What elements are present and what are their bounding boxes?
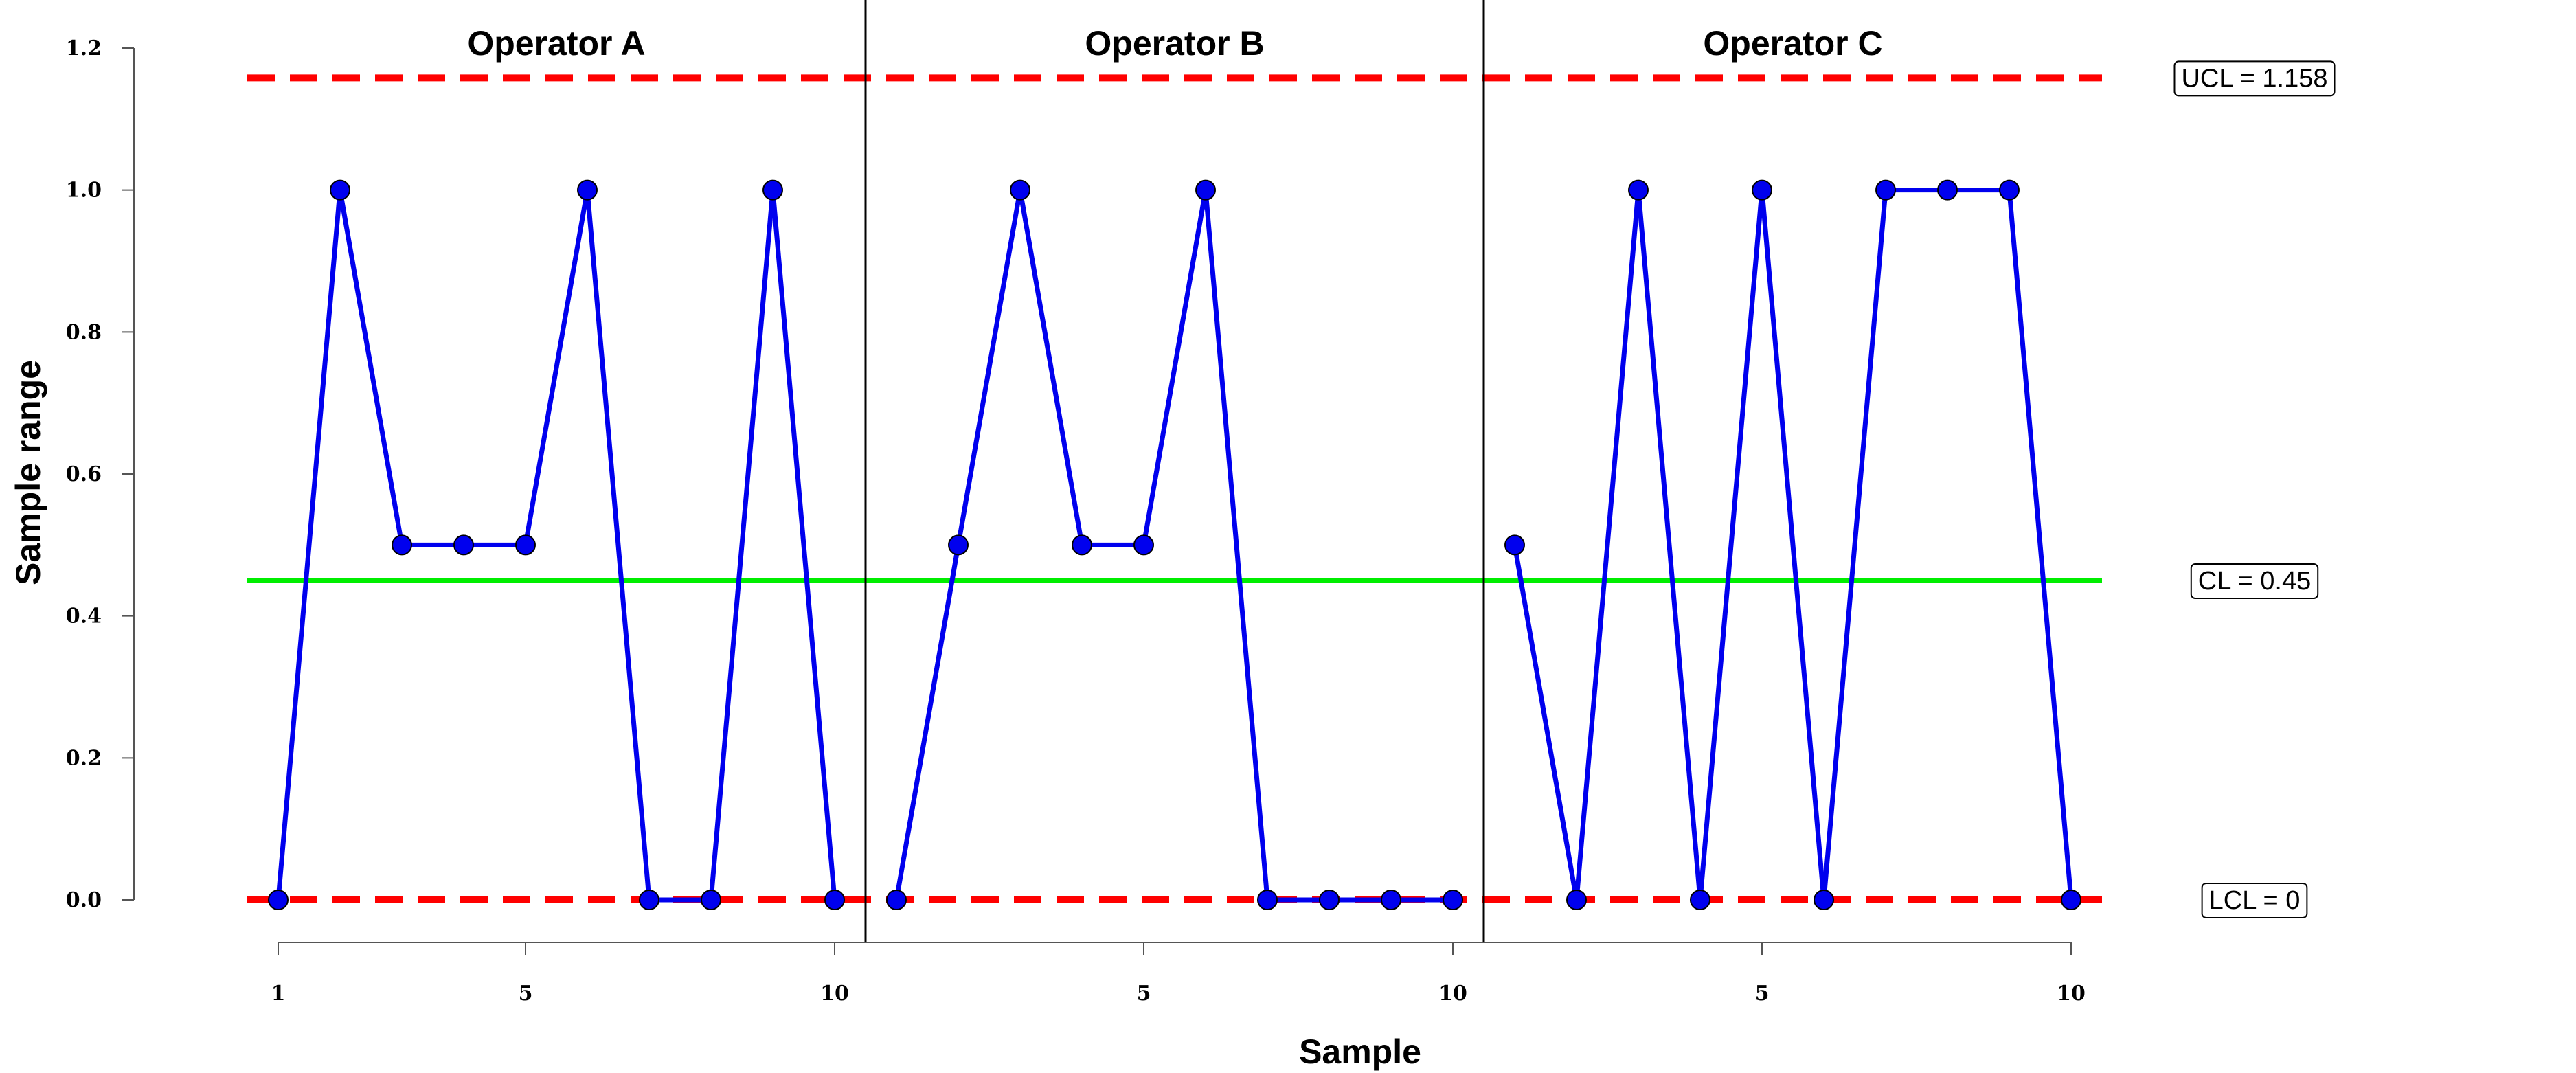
data-point [577, 179, 598, 201]
series-line [1512, 188, 2074, 903]
data-point [515, 534, 536, 556]
data-point [1752, 179, 1772, 201]
data-point [1072, 534, 1092, 556]
ucl-label-group: UCL = 1.158 [2173, 60, 2336, 97]
data-point [1937, 179, 1958, 201]
ucl-label-box [2173, 60, 2336, 97]
limit-lines-layer [247, 74, 2102, 903]
x-tick-label: 5 [519, 982, 533, 1006]
cl-label-group: CL = 0.45 [2190, 563, 2319, 599]
x-axis-title: Sample [1299, 1032, 1421, 1071]
panel-title: Operator A [467, 24, 645, 63]
data-point [948, 534, 969, 556]
data-point [1133, 534, 1154, 556]
cl-label: CL = 0.45 [2198, 567, 2311, 596]
x-tick-label: 10 [820, 982, 849, 1006]
data-point [762, 179, 783, 201]
y-tick-label: 1.0 [66, 179, 102, 203]
data-point [268, 890, 289, 910]
panel-title: Operator C [1703, 24, 1882, 63]
data-point [824, 890, 845, 910]
lcl-label: LCL = 0 [2209, 886, 2301, 915]
data-point [701, 890, 721, 910]
y-axis-title: Sample range [9, 360, 47, 585]
data-point [1010, 179, 1030, 201]
series-line [894, 188, 1453, 903]
data-point [2061, 890, 2081, 910]
x-tick-label: 1 [271, 982, 286, 1006]
panel-dividers-layer [864, 0, 1485, 942]
panel-title: Operator B [1085, 24, 1264, 63]
data-point [886, 890, 907, 910]
x-tick-label: 10 [2057, 982, 2086, 1006]
y-tick-label: 1.2 [66, 36, 102, 60]
data-point [1195, 179, 1216, 201]
ucl-label: UCL = 1.158 [2181, 64, 2327, 93]
x-tick-label: 5 [1755, 982, 1770, 1006]
axes-layer: 0.00.20.40.60.81.01.21 5 10 5 10 5 10 [66, 36, 2086, 1006]
data-point [1566, 890, 1587, 910]
data-point [1814, 890, 1834, 910]
labels-layer: UCL = 1.158 CL = 0.45 LCL = 0 Operator A Ope… [467, 24, 2336, 918]
lcl-label-group: LCL = 0 [2201, 883, 2308, 918]
y-tick-label: 0.0 [66, 888, 102, 912]
lcl-label-box [2201, 883, 2308, 918]
data-point [1504, 534, 1525, 556]
y-tick-label: 0.8 [66, 320, 102, 344]
data-point [1628, 179, 1649, 201]
y-tick-label: 0.6 [66, 462, 102, 486]
x-tick-label: 10 [1438, 982, 1467, 1006]
data-point [639, 890, 659, 910]
data-point [1381, 890, 1401, 910]
data-point [392, 534, 412, 556]
series-layer [268, 179, 2081, 910]
data-point [453, 534, 474, 556]
y-tick-label: 0.2 [66, 746, 102, 770]
data-point [1443, 890, 1463, 910]
data-point [330, 179, 350, 201]
series-line [275, 188, 837, 903]
data-point [1319, 890, 1340, 910]
cl-label-box [2190, 563, 2319, 599]
data-point [1257, 890, 1278, 910]
x-tick-label: 5 [1137, 982, 1151, 1006]
y-tick-label: 0.4 [66, 605, 102, 629]
data-point [1999, 179, 2020, 201]
data-point [1875, 179, 1896, 201]
data-point [1690, 890, 1710, 910]
